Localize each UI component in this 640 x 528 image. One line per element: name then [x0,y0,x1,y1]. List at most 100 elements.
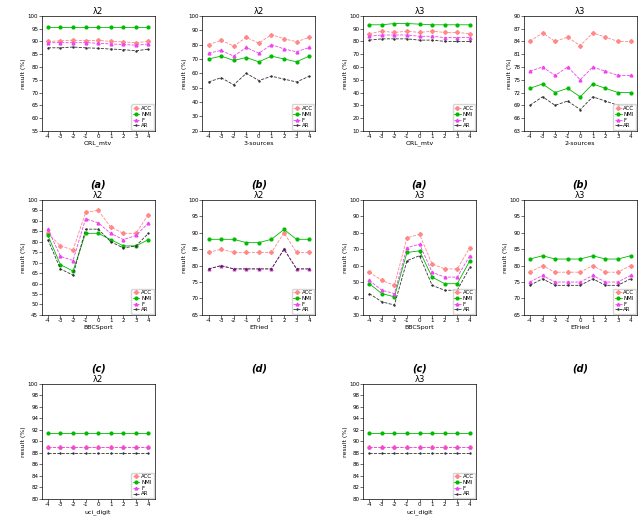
ACC [82,209,90,215]
Text: (a): (a) [90,179,106,189]
Title: λ3: λ3 [575,7,586,16]
AR [365,290,373,297]
F [205,50,212,56]
AR [378,299,386,305]
Legend: ACC, NMI, F, AR: ACC, NMI, F, AR [614,288,636,314]
F [280,46,288,52]
Line: AR: AR [47,45,150,52]
NMI [82,24,90,31]
ACC [614,38,622,44]
F [280,246,288,252]
ACC [107,444,115,450]
NMI [120,430,127,436]
NMI [466,258,474,264]
F [107,444,115,450]
ACC [416,444,424,450]
NMI [564,256,572,262]
F [120,237,127,243]
NMI [107,430,115,436]
F [268,41,275,48]
NMI [107,237,115,243]
AR [82,45,90,51]
NMI [390,21,398,27]
Line: F: F [47,41,150,46]
AR [132,48,140,54]
AR [305,73,313,79]
Line: F: F [207,248,310,270]
ACC [230,43,237,49]
NMI [69,24,77,31]
AR [378,36,386,42]
NMI [132,430,140,436]
NMI [230,57,237,63]
ACC [305,34,313,41]
NMI [132,243,140,249]
Line: NMI: NMI [47,232,150,272]
AR [564,282,572,288]
AR [403,258,411,264]
F [589,272,596,279]
ACC [107,38,115,44]
NMI [441,280,449,287]
ACC [44,444,52,450]
Line: ACC: ACC [47,446,150,449]
Line: ACC: ACC [529,32,632,47]
F [107,230,115,237]
NMI [526,256,534,262]
AR [82,450,90,456]
Line: ACC: ACC [368,233,471,287]
ACC [441,29,449,35]
AR [145,230,152,237]
Y-axis label: result (%): result (%) [182,242,187,273]
F [378,32,386,38]
Line: F: F [529,65,632,81]
AR [577,107,584,113]
AR [416,37,424,43]
Line: ACC: ACC [529,264,632,274]
ACC [416,231,424,238]
F [416,241,424,248]
NMI [44,232,52,239]
ACC [145,38,152,44]
Line: ACC: ACC [368,30,471,35]
AR [428,37,436,43]
NMI [365,22,373,28]
Legend: ACC, NMI, F, AR: ACC, NMI, F, AR [614,105,636,130]
F [441,34,449,41]
AR [69,44,77,50]
NMI [416,21,424,27]
F [243,44,250,51]
F [403,444,411,450]
AR [602,98,609,104]
NMI [243,54,250,61]
NMI [132,24,140,31]
NMI [441,22,449,28]
AR [551,282,559,288]
AR [416,252,424,259]
ACC [539,30,547,36]
Y-axis label: result (%): result (%) [342,426,348,457]
NMI [564,85,572,91]
ACC [428,444,436,450]
Y-axis label: result (%): result (%) [503,242,508,273]
F [132,444,140,450]
F [577,77,584,83]
Line: AR: AR [368,254,471,306]
Line: NMI: NMI [368,431,471,434]
ACC [390,282,398,288]
X-axis label: ORL_mtv: ORL_mtv [84,141,112,146]
Line: F: F [47,218,150,262]
AR [365,450,373,456]
NMI [466,430,474,436]
F [243,266,250,272]
NMI [403,21,411,27]
AR [230,266,237,272]
F [132,232,140,239]
Legend: ACC, NMI, F, AR: ACC, NMI, F, AR [131,288,154,314]
NMI [69,268,77,274]
NMI [416,430,424,436]
NMI [120,243,127,249]
ACC [403,28,411,34]
NMI [44,430,52,436]
ACC [94,207,102,213]
